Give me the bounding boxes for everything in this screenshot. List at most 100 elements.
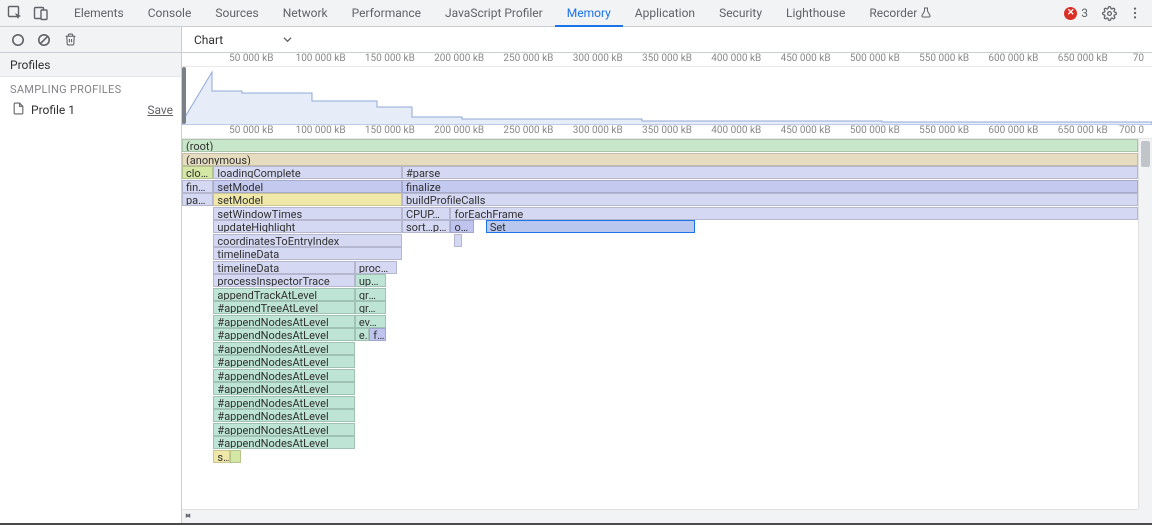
flame-bar[interactable]: forEachFrame (450, 207, 1138, 220)
flask-icon (920, 7, 932, 19)
tab-recorder[interactable]: Recorder (857, 0, 944, 27)
record-icon[interactable] (6, 28, 30, 52)
memory-main: Profiles SAMPLING PROFILES Profile 1 Sav… (0, 53, 1152, 523)
tab-network[interactable]: Network (271, 0, 340, 27)
profile-save-link[interactable]: Save (147, 103, 173, 117)
flame-bar[interactable]: loadingComplete (213, 166, 402, 179)
clear-icon[interactable] (32, 28, 56, 52)
flame-bar[interactable]: close (182, 166, 213, 179)
flame-area: 50 000 kB100 000 kB150 000 kB200 000 kB2… (182, 53, 1152, 523)
flame-bar[interactable]: coordinatesToEntryIndex (213, 234, 402, 247)
ruler-tick: 50 000 kB (229, 53, 273, 64)
error-counter[interactable]: ✕ 3 (1058, 6, 1094, 20)
flame-bar[interactable] (230, 450, 240, 463)
flame-bar[interactable]: gro…ts (355, 288, 386, 301)
vertical-scrollbar[interactable] (1138, 139, 1152, 523)
flame-chart[interactable]: ◂ ▸ (root)(anonymous)closeloadingComplet… (182, 139, 1152, 523)
flame-bar[interactable]: gr…ew (355, 301, 386, 314)
flame-bar[interactable]: #appendNodesAtLevel (213, 355, 354, 368)
flame-bar[interactable]: set (213, 450, 230, 463)
tab-console[interactable]: Console (136, 0, 204, 27)
ruler-tick: 250 000 kB (503, 53, 553, 64)
settings-icon[interactable] (1098, 2, 1120, 24)
flame-bar[interactable]: up…up (355, 274, 386, 287)
flame-bar[interactable]: #appendNodesAtLevel (213, 409, 354, 422)
ruler-tick: 300 000 kB (573, 125, 623, 136)
panel-tabs: ElementsConsoleSourcesNetworkPerformance… (62, 0, 944, 27)
flame-bar[interactable]: #appendNodesAtLevel (213, 396, 354, 409)
flame-bar[interactable]: pa…at (182, 193, 213, 206)
flame-bar[interactable]: fin…ce (182, 180, 213, 193)
flame-bar[interactable]: buildProfileCalls (402, 193, 1138, 206)
ruler-edge: 70 (1133, 53, 1144, 64)
delete-icon[interactable] (58, 28, 82, 52)
memory-toolbar: Chart (0, 27, 1152, 53)
flame-bar[interactable]: o…k (450, 220, 474, 233)
flame-bar[interactable]: ev…ew (355, 315, 386, 328)
flame-bar[interactable]: setModel (213, 193, 402, 206)
flame-bar[interactable]: #appendNodesAtLevel (213, 382, 354, 395)
tab-javascript-profiler[interactable]: JavaScript Profiler (433, 0, 555, 27)
scrollbar-thumb[interactable] (1141, 141, 1150, 167)
flame-bar[interactable]: #appendNodesAtLevel (213, 436, 354, 449)
inspect-icon[interactable] (4, 2, 26, 24)
flame-bar[interactable]: setWindowTimes (213, 207, 402, 220)
tab-application[interactable]: Application (623, 0, 707, 27)
ruler-edge: 700 0 (1119, 125, 1144, 136)
flame-bar[interactable]: #appendNodesAtLevel (213, 342, 354, 355)
ruler-tick: 550 000 kB (919, 125, 969, 136)
tab-performance[interactable]: Performance (340, 0, 433, 27)
error-count: 3 (1081, 6, 1088, 20)
flame-bar[interactable]: finalize (402, 180, 1138, 193)
tab-elements[interactable]: Elements (62, 0, 136, 27)
ruler-tick: 450 000 kB (781, 125, 831, 136)
ruler-tick: 600 000 kB (988, 125, 1038, 136)
ruler-tick: 150 000 kB (365, 125, 415, 136)
flame-bar[interactable]: (anonymous) (182, 153, 1138, 166)
flame-bar[interactable]: (root) (182, 139, 1138, 152)
profile-item-label: Profile 1 (31, 103, 75, 117)
horizontal-scrollbar[interactable]: ◂ ▸ (182, 509, 1138, 523)
overview-handle-left[interactable] (182, 67, 186, 124)
view-select[interactable]: Chart (188, 31, 298, 49)
ruler-tick: 50 000 kB (229, 125, 273, 136)
ruler-top: 50 000 kB100 000 kB150 000 kB200 000 kB2… (182, 53, 1152, 67)
flame-bar[interactable]: Set (486, 220, 696, 233)
flame-bar[interactable]: #appendNodesAtLevel (213, 369, 354, 382)
tab-sources[interactable]: Sources (203, 0, 270, 27)
flame-bar[interactable]: timelineData (213, 261, 354, 274)
ruler-tick: 350 000 kB (642, 125, 692, 136)
flame-bar[interactable]: #appendTreeAtLevel (213, 301, 354, 314)
device-toggle-icon[interactable] (30, 2, 52, 24)
flame-bar[interactable]: proc…ata (355, 261, 397, 274)
flame-bar[interactable] (454, 234, 462, 247)
tab-memory[interactable]: Memory (555, 0, 623, 27)
document-icon (12, 102, 25, 118)
profiles-header: Profiles (0, 53, 181, 77)
flame-bar[interactable]: #appendNodesAtLevel (213, 423, 354, 436)
flame-bar[interactable]: timelineData (213, 247, 402, 260)
flame-bar[interactable]: setModel (213, 180, 402, 193)
flame-bar[interactable]: #appendNodesAtLevel (213, 328, 354, 341)
tab-security[interactable]: Security (707, 0, 774, 27)
profile-item[interactable]: Profile 1 Save (0, 98, 181, 122)
error-icon: ✕ (1064, 7, 1077, 20)
flame-bar[interactable]: processInspectorTrace (213, 274, 354, 287)
flame-bar[interactable]: appendTrackAtLevel (213, 288, 354, 301)
ruler-tick: 100 000 kB (296, 53, 346, 64)
tab-lighthouse[interactable]: Lighthouse (774, 0, 857, 27)
scroll-right-icon[interactable]: ▸ (182, 510, 194, 522)
flame-bar[interactable]: #parse (402, 166, 1138, 179)
ruler-tick: 300 000 kB (573, 53, 623, 64)
kebab-menu-icon[interactable] (1124, 2, 1146, 24)
profiles-section-label: SAMPLING PROFILES (0, 77, 181, 98)
flame-bar[interactable]: f…r (369, 328, 386, 341)
flame-bar[interactable]: CPUP…del (402, 207, 450, 220)
ruler-tick: 600 000 kB (988, 53, 1038, 64)
overview-chart[interactable] (182, 67, 1152, 125)
flame-bar[interactable]: updateHighlight (213, 220, 402, 233)
flame-bar[interactable]: e… (355, 328, 369, 341)
ruler-tick: 650 000 kB (1058, 53, 1108, 64)
flame-bar[interactable]: #appendNodesAtLevel (213, 315, 354, 328)
flame-bar[interactable]: sort…ples (402, 220, 450, 233)
